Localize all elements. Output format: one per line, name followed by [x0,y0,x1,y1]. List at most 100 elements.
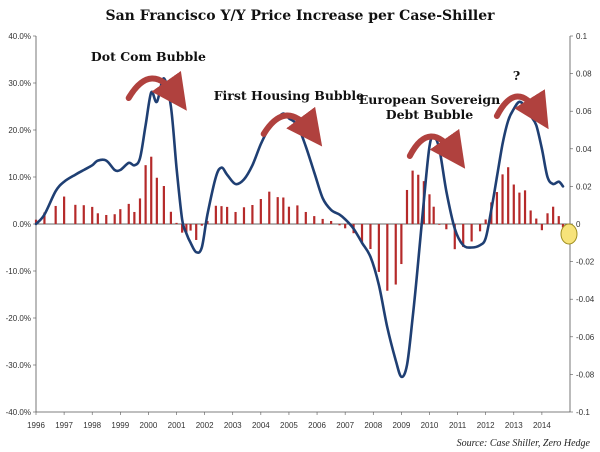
y-right-tick-label: -0.02 [576,258,595,267]
y-left-tick-label: -30.0% [6,361,31,370]
bar [535,218,538,224]
bar [438,224,441,225]
y-right-tick-label: 0 [576,220,581,229]
bar [417,174,420,224]
y-right-tick-label: -0.08 [576,370,595,379]
bar [330,220,333,224]
x-tick-label: 2002 [196,421,214,430]
x-tick-label: 2006 [308,421,326,430]
bar [138,198,142,224]
bar [428,194,431,224]
y-right-tick-label: 0.1 [576,32,588,41]
bar [242,207,246,224]
bar [484,219,487,224]
bar [200,224,203,226]
bar-series [34,156,565,291]
bar [206,220,209,224]
bar [127,203,130,224]
bar [43,212,46,224]
bar [518,192,521,224]
y-left-tick-label: 40.0% [8,32,31,41]
bar [276,197,279,224]
bar [512,184,515,224]
x-tick-label: 2010 [421,421,439,430]
x-tick-label: 2012 [477,421,495,430]
annotation-label: First Housing Bubble [214,88,364,103]
bubble-arrow [260,106,323,147]
bar [546,213,549,224]
bar [175,222,178,224]
bar [63,196,66,224]
annotation-label: Debt Bubble [386,107,474,122]
bar [119,209,122,224]
bar [133,211,136,224]
y-left-tick-label: 0.0% [13,220,31,229]
bar [296,205,299,224]
bar [195,224,198,240]
bar [150,156,153,224]
bar [561,224,565,228]
y-right-tick-label: 0.06 [576,107,592,116]
bubble-arrow [493,89,549,130]
y-left-tick-label: 30.0% [8,79,31,88]
bar [226,206,229,224]
bar [214,205,217,224]
bar [181,224,184,233]
x-tick-label: 2013 [505,421,523,430]
line-series [34,76,565,379]
x-tick-label: 1998 [83,421,101,430]
bar [344,224,347,229]
x-tick-label: 2011 [449,421,467,430]
y-left-tick-label: -10.0% [6,267,31,276]
bar [445,224,448,230]
y-right-tick-label: -0.1 [576,408,590,417]
y-right-tick-label: 0.04 [576,145,592,154]
bar [394,224,397,285]
bar [189,224,192,231]
bar [155,177,158,224]
bubble-arrow [125,70,187,111]
bar [74,204,77,224]
bar [501,174,504,224]
chart-source: Source: Case Shiller, Zero Hedge [457,438,591,449]
x-tick-label: 2007 [336,421,354,430]
bar [478,224,482,232]
x-tick-label: 2001 [168,421,186,430]
bubble-arrow [406,128,466,169]
bar [386,224,389,291]
bar [313,216,316,224]
bar [462,224,465,247]
y-right-tick-label: -0.04 [576,295,595,304]
bar [162,186,165,224]
x-tick-label: 2014 [533,421,551,430]
annotation-label: Dot Com Bubble [91,49,206,64]
y-right-tick-label: 0.02 [576,182,592,191]
bar [557,216,560,224]
bar [282,197,285,224]
bubble-arrows [125,70,549,169]
bar [54,205,57,224]
bar [287,206,291,224]
x-tick-label: 2008 [364,421,382,430]
bar [377,224,380,272]
bar [540,224,543,231]
bar [432,206,435,224]
bar [523,190,527,224]
bar [259,199,262,224]
bar [144,165,147,224]
bar [411,170,414,224]
y-left-tick-label: -20.0% [6,314,31,323]
y-left-tick-label: 20.0% [8,126,31,135]
bar [453,224,456,250]
bar [338,224,341,226]
y-left-tick-label: 10.0% [8,173,31,182]
bar [321,218,324,224]
bar [470,224,473,242]
bar [405,189,409,224]
annotations-group: Dot Com Bubble First Housing BubbleEurope… [91,49,520,122]
x-tick-label: 2004 [252,421,270,430]
bar [34,219,38,224]
bar [360,224,364,243]
